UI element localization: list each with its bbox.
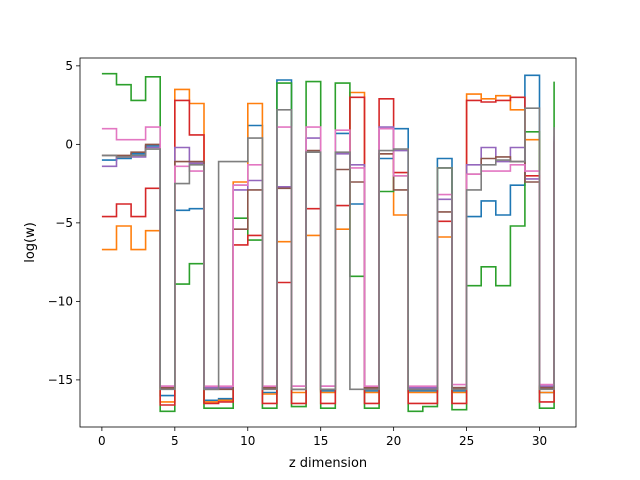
y-tick-label: −10 (48, 294, 73, 308)
series-line-2 (101, 88, 555, 403)
y-tick-label: 5 (65, 59, 73, 73)
x-axis-label: z dimension (289, 456, 367, 471)
x-tick-label: 15 (313, 434, 328, 448)
y-tick-label: 0 (65, 137, 73, 151)
series-line-1 (101, 74, 555, 402)
axes-frame (79, 57, 577, 428)
series-line-4 (101, 96, 555, 406)
x-tick-label: 30 (532, 434, 547, 448)
series-line-8 (101, 107, 555, 391)
series-layer (101, 72, 555, 413)
y-axis-label: log(w) (23, 222, 38, 263)
x-tick-label: 0 (98, 434, 106, 448)
y-axis-ticks: 5 0 −5 −10 −15 (48, 59, 80, 387)
x-tick-label: 25 (459, 434, 474, 448)
x-tick-label: 10 (240, 434, 255, 448)
x-tick-label: 5 (171, 434, 179, 448)
x-axis-ticks: 0 5 10 15 20 25 30 (98, 427, 547, 448)
y-tick-label: −5 (55, 216, 73, 230)
y-tick-label: −15 (48, 373, 73, 387)
x-tick-label: 20 (386, 434, 401, 448)
